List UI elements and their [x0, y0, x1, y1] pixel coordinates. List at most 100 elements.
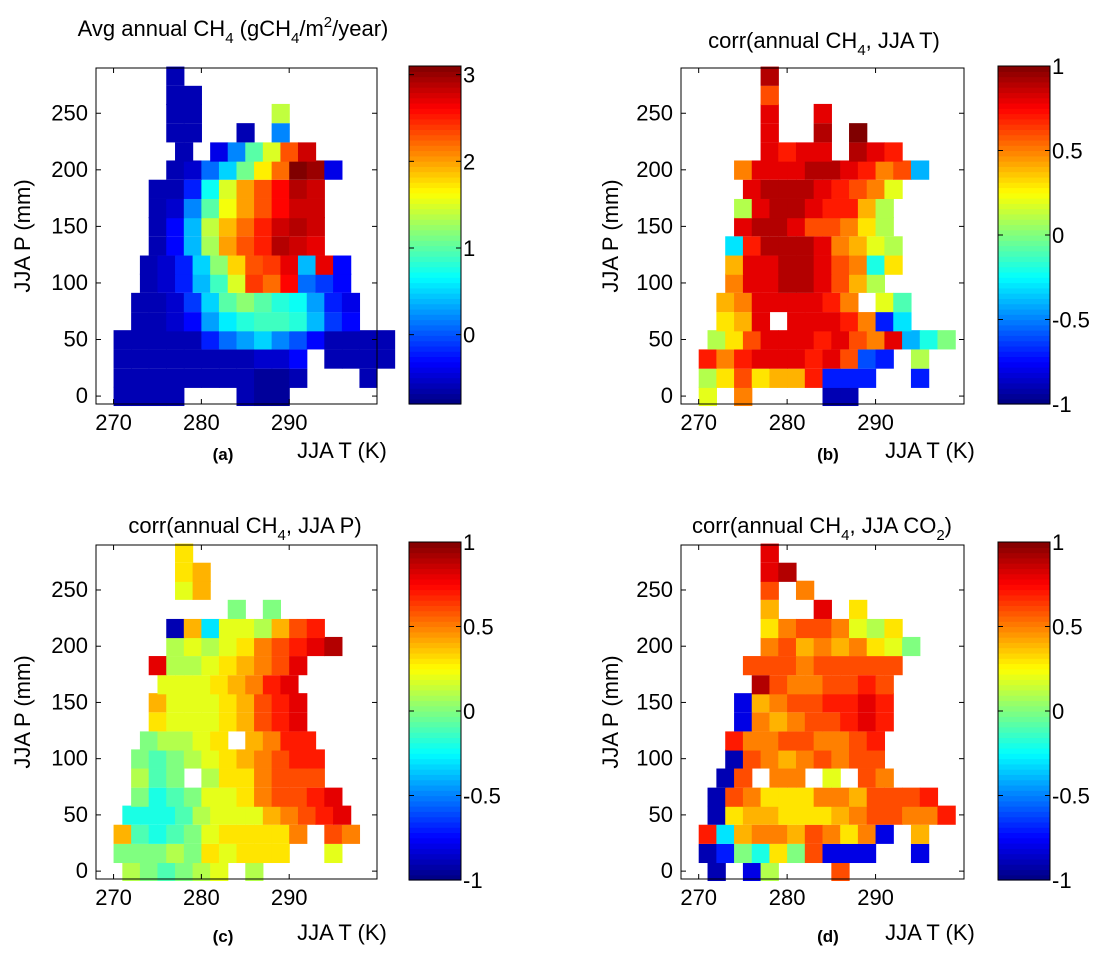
panel-label: (d) — [817, 927, 839, 946]
heatmap-cell — [254, 217, 273, 237]
heatmap-cell — [218, 179, 238, 199]
heatmap-cell — [359, 330, 378, 350]
heatmap-cell — [742, 236, 762, 256]
heatmap-cell — [333, 273, 352, 293]
heatmap-cell — [148, 749, 167, 769]
heatmap-cell — [725, 236, 744, 256]
title-part-sub1: 4 — [225, 30, 233, 47]
y-tick-label: 200 — [636, 157, 673, 182]
colorbar-segment — [998, 377, 1050, 384]
y-tick-label: 250 — [636, 577, 673, 602]
colorbar-segment — [998, 139, 1050, 146]
colorbar-segment — [998, 874, 1050, 881]
heatmap-cell — [813, 599, 832, 619]
colorbar-segment — [409, 753, 461, 760]
heatmap-cell — [210, 731, 229, 751]
heatmap-cell — [245, 273, 264, 293]
colorbar-segment — [998, 547, 1050, 554]
colorbar-segment — [998, 600, 1050, 606]
colorbar-segment — [998, 361, 1050, 368]
colorbar-segment — [998, 779, 1050, 786]
heatmap-cell — [813, 103, 832, 124]
heatmap-cell — [148, 768, 167, 788]
heatmap-cell — [201, 618, 220, 639]
heatmap-cell — [822, 198, 841, 219]
heatmap-cell — [716, 292, 735, 313]
heatmap-cell — [254, 179, 273, 199]
colorbar-segment — [998, 568, 1050, 575]
heatmap-cell — [795, 805, 815, 825]
colorbar-tick-label: 0 — [1052, 223, 1064, 248]
chart-panel: 270 280 290 0 50 100 150 200 250 JJA T (K) JJA P (… — [10, 513, 501, 946]
heatmap-cell — [218, 712, 238, 732]
heatmap-cell — [359, 368, 378, 388]
heatmap-cell — [289, 312, 308, 332]
colorbar-segment — [409, 637, 461, 643]
heatmap-cell — [760, 273, 779, 293]
heatmap-cell — [236, 368, 255, 388]
heatmap-cell — [183, 787, 202, 807]
colorbar-segment — [409, 335, 461, 342]
y-tick-label: 150 — [51, 689, 88, 714]
colorbar-frame — [408, 65, 462, 405]
heatmap-cell — [333, 255, 352, 275]
heatmap-cell — [760, 543, 779, 563]
heatmap-cell — [183, 618, 202, 639]
heatmap-cell — [795, 273, 815, 293]
heatmap-cell — [113, 386, 132, 407]
colorbar-segment — [409, 118, 461, 125]
chart-panel: 270 280 290 0 50 100 150 200 250 JJA T (K) JJA P (… — [598, 28, 1090, 464]
colorbar-segment — [998, 224, 1050, 231]
y-tick-label: 150 — [636, 213, 673, 238]
heatmap-cell — [166, 386, 185, 407]
colorbar-segment — [998, 552, 1050, 559]
colorbar-segment — [998, 71, 1050, 78]
heatmap-cell — [218, 749, 238, 769]
heatmap-cell — [787, 675, 806, 695]
heatmap-cell — [218, 330, 238, 350]
colorbar-segment — [998, 198, 1050, 204]
title-part-end: ) — [945, 513, 952, 538]
heatmap-cell — [902, 805, 921, 825]
colorbar-tick-label: 1 — [1052, 54, 1064, 79]
heatmap-cell — [166, 843, 185, 864]
heatmap-cell — [795, 749, 815, 769]
heatmap-cell — [227, 273, 246, 293]
heatmap-cell — [795, 787, 815, 807]
heatmap-cell — [734, 693, 753, 713]
heatmap-cell — [919, 330, 939, 350]
heatmap-cell — [166, 198, 185, 219]
colorbar-segment — [409, 711, 461, 717]
heatmap-cell — [201, 824, 220, 844]
title-part-sub1: 4 — [278, 527, 286, 544]
heatmap-cell — [271, 712, 290, 732]
colorbar-segment — [998, 150, 1050, 157]
colorbar-segment — [998, 161, 1050, 167]
heatmap-cell — [148, 330, 167, 350]
heatmap-cell — [822, 349, 841, 369]
colorbar-segment — [409, 800, 461, 807]
heatmap-cell — [698, 368, 717, 388]
heatmap-cell — [201, 787, 220, 807]
colorbar-segment — [409, 324, 461, 331]
heatmap-cell — [148, 386, 167, 407]
heatmap-cell — [271, 123, 290, 143]
heatmap-cell — [875, 217, 894, 237]
heatmap-cell — [245, 805, 264, 825]
x-axis-label: JJA T (K) — [297, 438, 387, 463]
title-part-end: , JJA T) — [866, 28, 940, 53]
heatmap-cell — [166, 179, 185, 199]
y-tick-label: 250 — [51, 100, 88, 125]
heatmap-cell — [166, 312, 185, 332]
heatmap-cell — [254, 160, 273, 180]
colorbar-segment — [409, 377, 461, 384]
heatmap-cell — [289, 330, 308, 350]
colorbar-segment — [998, 753, 1050, 760]
heatmap-cell — [857, 217, 877, 237]
title-part-main: corr(annual CH — [692, 513, 841, 538]
heatmap-cell — [183, 636, 202, 657]
heatmap-cell — [910, 368, 930, 388]
heatmap-cell — [822, 386, 841, 407]
heatmap-cell — [306, 236, 325, 256]
colorbar-segment — [998, 229, 1050, 236]
